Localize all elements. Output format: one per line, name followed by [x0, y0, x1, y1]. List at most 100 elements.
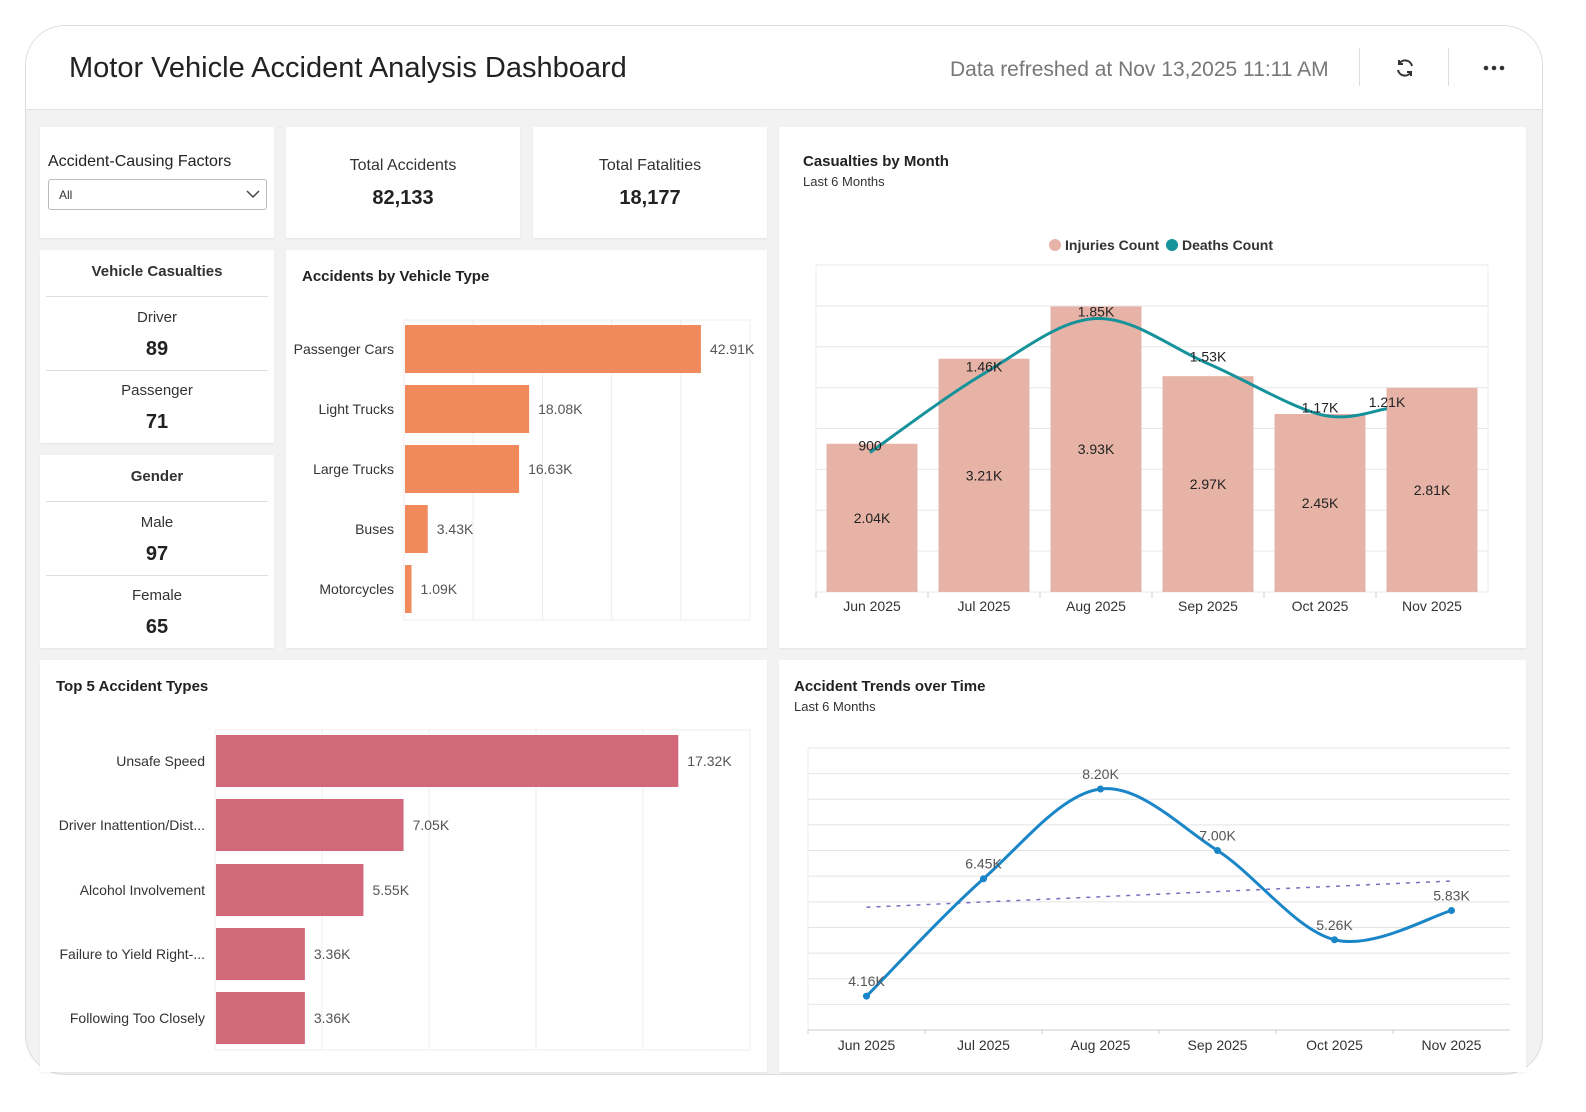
top5-chart: Unsafe Speed 17.32K Driver Inattention/Dis…: [59, 729, 751, 1051]
casualties-card: Casualties by Month Last 6 Months Injuri…: [779, 127, 1526, 648]
category-label: Following Too Closely: [70, 1010, 205, 1026]
data-label: 7.00K: [1199, 828, 1236, 844]
x-tick-label: Sep 2025: [1188, 1037, 1248, 1053]
data-label: 3.36K: [314, 1010, 351, 1026]
data-label: 2.04K: [854, 510, 891, 526]
casualties-chart: Injuries Count Deaths Count 2.04K Jun 2025 3…: [815, 237, 1489, 614]
data-label: 3.21K: [966, 467, 1003, 483]
x-tick-label: Jul 2025: [958, 598, 1011, 614]
trend-series-line: [865, 787, 1452, 998]
kpi-label: Total Accidents: [349, 157, 457, 174]
bar: [405, 385, 530, 433]
gender-card: Gender Male 97 Female 65: [40, 455, 274, 648]
header: Motor Vehicle Accident Analysis Dashboar…: [26, 26, 1542, 110]
x-tick-label: Nov 2025: [1422, 1037, 1482, 1053]
kpi-value: 18,177: [619, 187, 681, 209]
bar: [216, 735, 679, 787]
page-title: Motor Vehicle Accident Analysis Dashboar…: [69, 52, 627, 84]
card-title: Vehicle Casualties: [91, 263, 223, 280]
deaths-line: [869, 317, 1388, 454]
category-label: Light Trucks: [319, 401, 394, 417]
dropdown-value: All: [59, 188, 73, 202]
x-tick-label: Jun 2025: [843, 598, 901, 614]
data-label: 1.09K: [421, 581, 458, 597]
vehicle-type-card: Accidents by Vehicle Type Passenger Cars…: [286, 250, 767, 648]
x-tick-label: Jun 2025: [838, 1037, 896, 1053]
bar: [1274, 413, 1366, 592]
x-tick-label: Aug 2025: [1071, 1037, 1131, 1053]
data-point: [1097, 785, 1104, 793]
chart-title: Top 5 Accident Types: [56, 678, 209, 695]
bar: [405, 565, 412, 613]
top5-card: Top 5 Accident Types Unsafe Speed 17.32K D…: [40, 660, 767, 1072]
bar: [405, 505, 428, 553]
bar: [826, 443, 918, 592]
filter-card: Accident-Causing Factors All: [40, 127, 274, 238]
data-label: 3.93K: [1078, 441, 1115, 457]
kpi-value: 97: [145, 543, 169, 565]
bar: [405, 445, 520, 493]
refresh-icon[interactable]: [1389, 52, 1421, 84]
total-fatalities-card: Total Fatalities 18,177: [533, 127, 767, 238]
data-label: 5.55K: [372, 882, 409, 898]
kpi-label: Passenger: [121, 382, 193, 399]
data-label: 17.32K: [687, 753, 732, 769]
divider: [46, 296, 268, 297]
trends-card: Accident Trends over Time Last 6 Months …: [779, 660, 1526, 1072]
category-label: Buses: [355, 521, 394, 537]
data-label: 8.20K: [1082, 766, 1119, 782]
x-tick-label: Oct 2025: [1292, 598, 1349, 614]
legend-label: Injuries Count: [1065, 237, 1159, 253]
legend-label: Deaths Count: [1182, 237, 1273, 253]
data-label: 3.36K: [314, 946, 351, 962]
x-tick-label: Oct 2025: [1306, 1037, 1363, 1053]
data-point: [863, 992, 870, 1000]
divider: [46, 575, 268, 576]
vehicle-casualties-card: Vehicle Casualties Driver 89 Passenger 7…: [40, 250, 274, 443]
data-label: 5.83K: [1433, 888, 1470, 904]
data-label: 3.43K: [437, 521, 474, 537]
kpi-label: Driver: [137, 309, 177, 326]
divider: [46, 370, 268, 371]
trend-line: [866, 880, 1452, 908]
data-point: [980, 875, 987, 883]
x-tick-label: Aug 2025: [1066, 598, 1126, 614]
data-label: 1.17K: [1302, 399, 1339, 415]
filter-label: Accident-Causing Factors: [48, 153, 232, 170]
card-title: Gender: [130, 468, 184, 485]
kpi-value: 65: [145, 616, 169, 638]
category-label: Driver Inattention/Dist...: [59, 817, 205, 833]
chart-title: Accident Trends over Time: [794, 678, 986, 695]
kpi-label: Female: [131, 587, 183, 604]
data-label: 1.53K: [1190, 349, 1227, 365]
chart-title: Accidents by Vehicle Type: [302, 268, 490, 285]
bar: [1050, 306, 1142, 592]
x-tick-label: Jul 2025: [957, 1037, 1010, 1053]
bar: [216, 928, 305, 980]
bar: [405, 325, 701, 373]
kpi-value: 82,133: [372, 187, 434, 209]
accident-factors-dropdown[interactable]: All: [48, 179, 267, 210]
category-label: Failure to Yield Right-...: [59, 946, 205, 962]
x-tick-label: Nov 2025: [1402, 598, 1462, 614]
chevron-down-icon: [246, 190, 260, 199]
data-point: [1448, 907, 1455, 915]
data-label: 2.45K: [1302, 495, 1339, 511]
data-label: 18.08K: [538, 401, 583, 417]
kpi-value: 71: [145, 411, 169, 433]
chart-title: Casualties by Month: [803, 153, 949, 170]
data-label: 1.46K: [966, 359, 1003, 375]
more-horizontal-icon[interactable]: [1478, 52, 1510, 84]
data-label: 7.05K: [413, 817, 450, 833]
trends-chart: 4.16K Jun 2025 6.45K Jul 2025 8.20K Aug 2025 7…: [807, 747, 1510, 1053]
data-label: 6.45K: [965, 856, 1002, 872]
data-label: 1.21K: [1369, 394, 1406, 410]
bar: [216, 799, 404, 851]
divider: [46, 501, 268, 502]
bar: [216, 864, 364, 916]
kpi-label: Total Fatalities: [598, 157, 702, 174]
refresh-timestamp: Data refreshed at Nov 13,2025 11:11 AM: [950, 58, 1329, 81]
data-label: 5.26K: [1316, 917, 1353, 933]
data-label: 16.63K: [528, 461, 573, 477]
bar: [216, 992, 305, 1044]
